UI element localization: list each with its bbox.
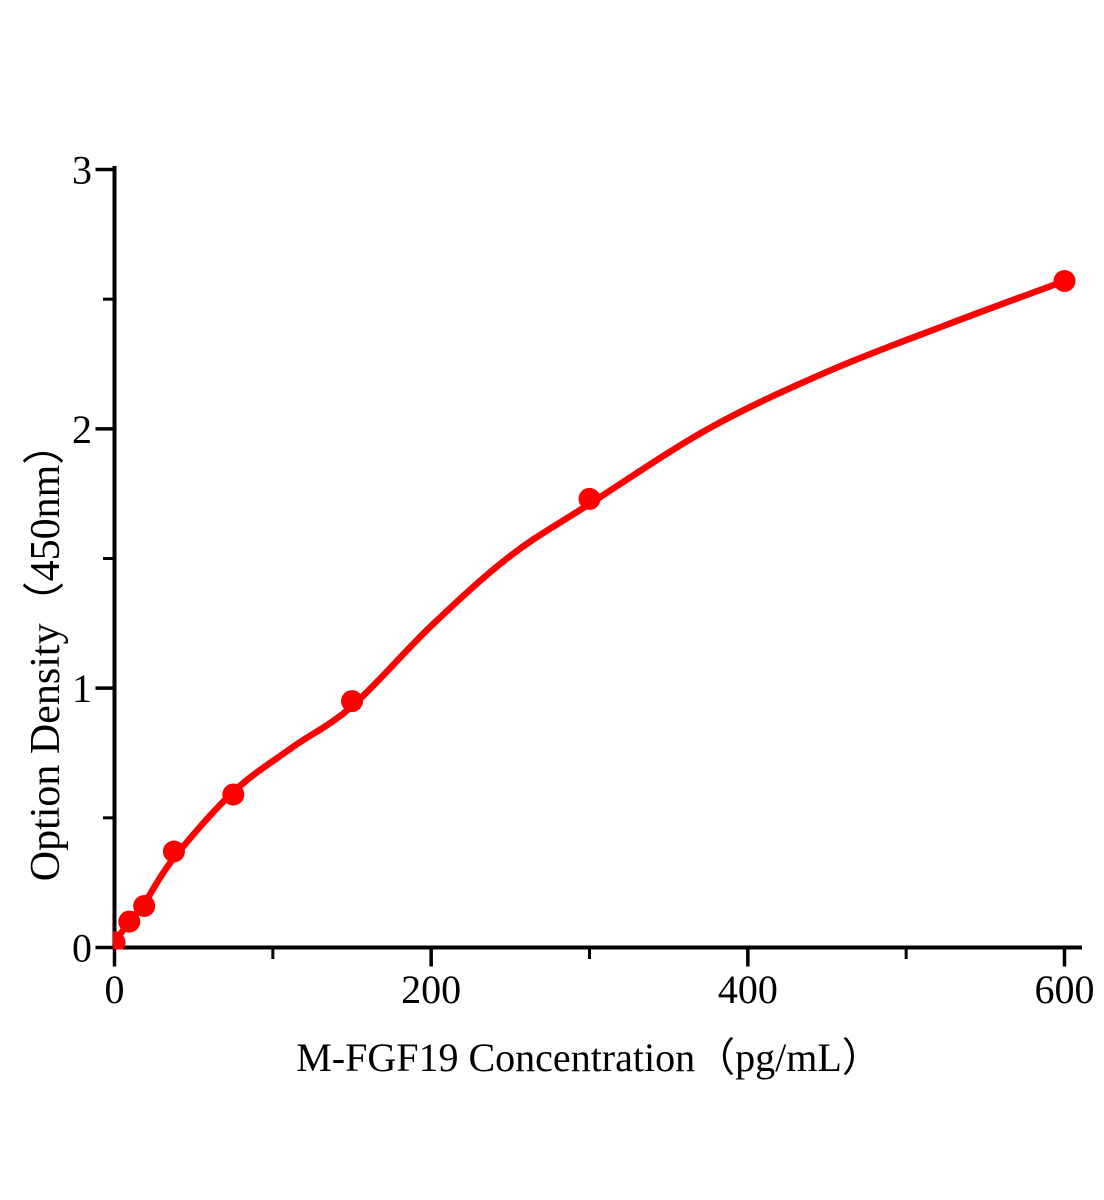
data-point [133, 895, 156, 917]
data-point [1053, 270, 1076, 292]
x-tick-label: 200 [401, 967, 461, 1012]
y-tick-label: 0 [72, 926, 92, 971]
data-point [222, 783, 245, 806]
y-tick-label: 1 [72, 666, 92, 711]
y-axis-title: Option Density（450nm） [22, 422, 69, 882]
x-axis-title: M-FGF19 Concentration（pg/mL） [296, 1035, 882, 1080]
x-tick-label: 0 [105, 967, 125, 1012]
y-tick-label: 2 [72, 407, 92, 452]
data-point [118, 910, 141, 933]
data-point [113, 931, 126, 950]
x-tick-label: 400 [718, 967, 778, 1012]
data-point [341, 690, 363, 713]
y-tick-label: 3 [72, 148, 92, 193]
x-tick-label: 600 [1035, 967, 1095, 1012]
data-point [578, 487, 601, 510]
data-point [162, 840, 185, 863]
fitted-curve [113, 277, 1068, 946]
